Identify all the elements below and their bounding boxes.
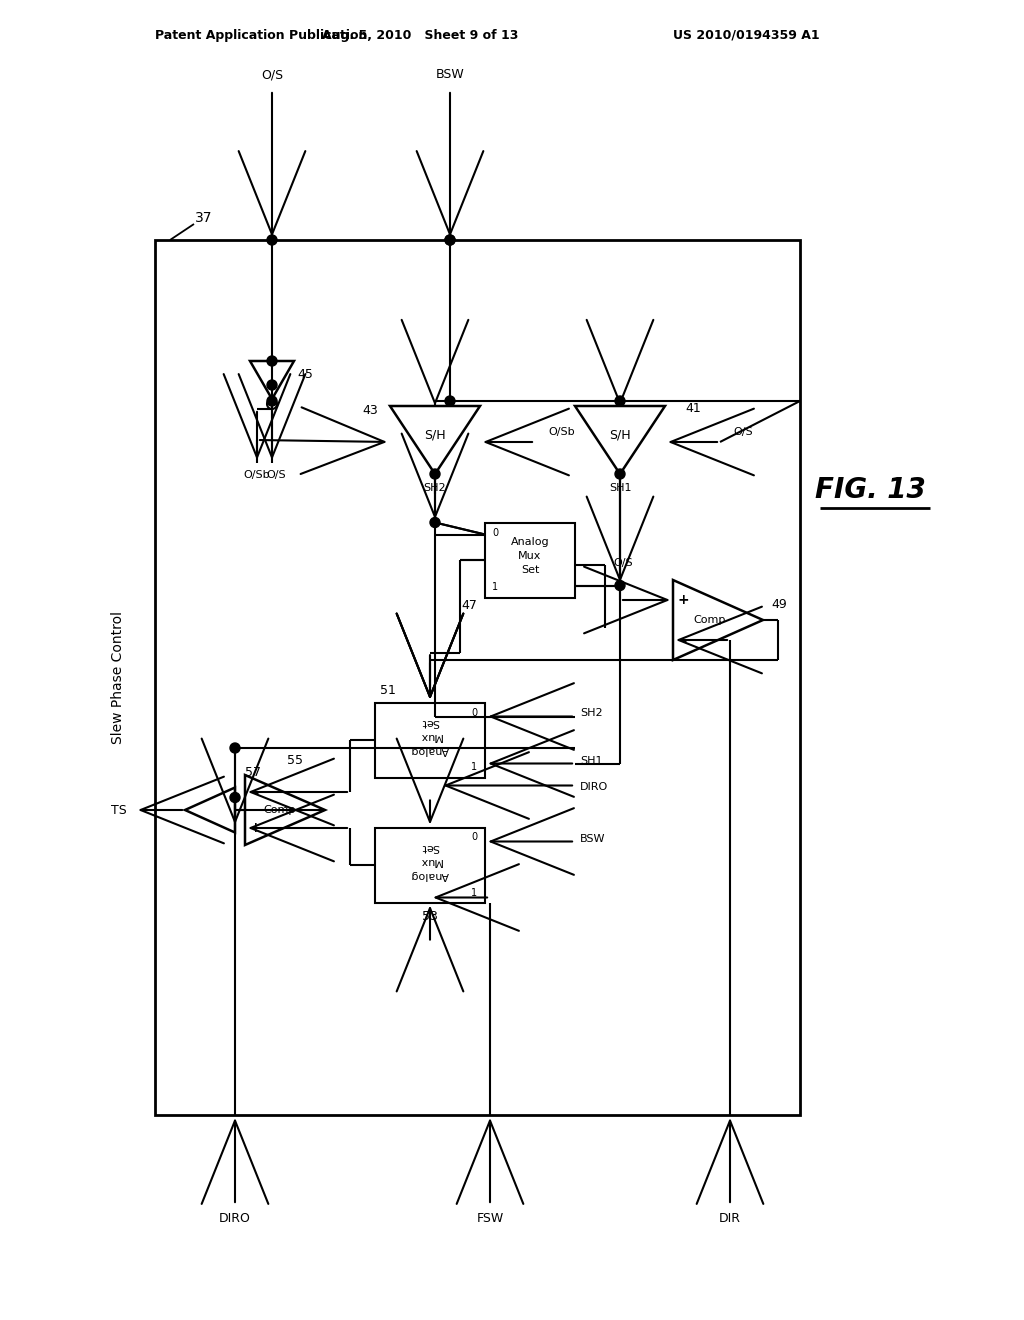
- Polygon shape: [250, 360, 294, 399]
- Text: 37: 37: [195, 211, 213, 224]
- Text: Analog: Analog: [411, 870, 450, 880]
- Text: 43: 43: [362, 404, 378, 417]
- Text: Aug. 5, 2010   Sheet 9 of 13: Aug. 5, 2010 Sheet 9 of 13: [322, 29, 518, 41]
- Text: 1: 1: [471, 887, 477, 898]
- Circle shape: [615, 469, 625, 479]
- Text: O/Sb: O/Sb: [244, 470, 270, 480]
- Circle shape: [615, 396, 625, 407]
- Text: SH1: SH1: [580, 755, 602, 766]
- Text: Comp: Comp: [694, 615, 726, 624]
- Text: 49: 49: [771, 598, 786, 611]
- Text: S/H: S/H: [424, 429, 445, 441]
- Text: US 2010/0194359 A1: US 2010/0194359 A1: [674, 29, 820, 41]
- Bar: [375, 702, 485, 777]
- Circle shape: [615, 581, 625, 590]
- Text: 45: 45: [297, 368, 313, 381]
- Text: Set: Set: [521, 565, 540, 576]
- Text: Slew Phase Control: Slew Phase Control: [111, 611, 125, 744]
- Polygon shape: [575, 407, 665, 474]
- Text: Mux: Mux: [419, 731, 441, 741]
- Circle shape: [445, 235, 455, 246]
- Text: 0: 0: [492, 528, 498, 537]
- Circle shape: [430, 469, 440, 479]
- Circle shape: [445, 396, 455, 407]
- Text: Mux: Mux: [419, 855, 441, 866]
- Text: 1: 1: [492, 582, 498, 593]
- Text: DIRO: DIRO: [219, 1212, 251, 1225]
- Text: SH1: SH1: [608, 483, 631, 492]
- Text: 0: 0: [471, 708, 477, 718]
- Text: 57: 57: [245, 766, 261, 779]
- Text: TS: TS: [112, 804, 127, 817]
- Text: DIR: DIR: [719, 1212, 741, 1225]
- Text: BSW: BSW: [435, 69, 464, 82]
- Text: -: -: [252, 784, 258, 800]
- Polygon shape: [245, 775, 325, 845]
- Bar: [155, 240, 800, 1115]
- Polygon shape: [185, 788, 234, 833]
- Text: 41: 41: [685, 401, 700, 414]
- Circle shape: [267, 356, 278, 366]
- Text: BSW: BSW: [580, 833, 605, 843]
- Text: O/S: O/S: [261, 69, 283, 82]
- Text: Mux: Mux: [518, 550, 542, 561]
- Text: +: +: [249, 821, 261, 836]
- Text: +: +: [677, 593, 689, 607]
- Text: SH2: SH2: [424, 483, 446, 492]
- Text: FSW: FSW: [476, 1212, 504, 1225]
- Text: Set: Set: [421, 842, 439, 851]
- Polygon shape: [673, 579, 763, 660]
- Text: O/S: O/S: [613, 558, 633, 568]
- Text: 0: 0: [471, 833, 477, 842]
- Circle shape: [267, 399, 278, 409]
- Bar: [485, 523, 575, 598]
- Bar: [375, 828, 485, 903]
- Text: 53: 53: [422, 909, 438, 923]
- Text: DIRO: DIRO: [580, 783, 608, 792]
- Text: 1: 1: [471, 763, 477, 772]
- Text: Comp: Comp: [264, 805, 296, 814]
- Text: -: -: [680, 632, 686, 648]
- Polygon shape: [390, 407, 480, 474]
- Circle shape: [230, 792, 240, 803]
- Text: Analog: Analog: [411, 744, 450, 755]
- Text: O/S: O/S: [266, 470, 286, 480]
- Text: O/Sb: O/Sb: [548, 426, 574, 437]
- Text: 55: 55: [287, 754, 303, 767]
- Text: S/H: S/H: [609, 429, 631, 441]
- Circle shape: [230, 743, 240, 752]
- Text: 51: 51: [380, 684, 396, 697]
- Circle shape: [267, 380, 278, 389]
- Circle shape: [445, 235, 455, 246]
- Text: 47: 47: [461, 599, 477, 612]
- Circle shape: [267, 396, 278, 407]
- Text: SH2: SH2: [580, 709, 603, 718]
- Text: Patent Application Publication: Patent Application Publication: [155, 29, 368, 41]
- Circle shape: [267, 235, 278, 246]
- Text: FIG. 13: FIG. 13: [815, 477, 926, 504]
- Text: Set: Set: [421, 717, 439, 727]
- Text: Analog: Analog: [511, 537, 549, 546]
- Circle shape: [430, 517, 440, 528]
- Text: O/S: O/S: [733, 426, 753, 437]
